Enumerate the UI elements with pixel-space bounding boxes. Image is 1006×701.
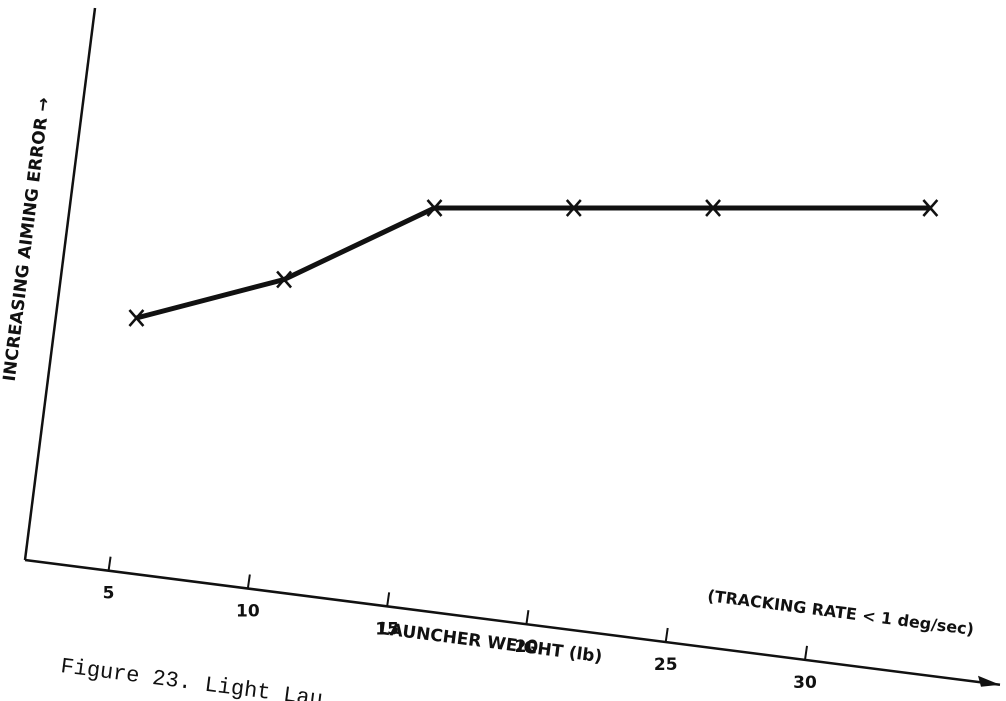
annotation: (TRACKING RATE < 1 deg/sec) bbox=[706, 586, 975, 639]
x-axis bbox=[24, 558, 1001, 687]
y-axis bbox=[23, 7, 97, 561]
point-marker bbox=[922, 199, 939, 217]
y-axis-label: INCREASING AIMING ERROR → bbox=[0, 96, 54, 382]
x-tick bbox=[386, 592, 391, 607]
x-tick bbox=[107, 556, 112, 571]
x-tick-label: 30 bbox=[793, 673, 817, 693]
point-marker bbox=[426, 199, 443, 217]
x-tick bbox=[246, 574, 251, 589]
marker-stroke bbox=[276, 270, 293, 289]
marker-stroke bbox=[565, 199, 582, 217]
x-tick-label: 20 bbox=[515, 637, 539, 657]
x-tick-label: 10 bbox=[236, 602, 260, 622]
x-tick-label: 5 bbox=[103, 584, 115, 604]
marker-stroke bbox=[426, 199, 443, 217]
point-marker bbox=[276, 270, 293, 289]
x-axis-arrow bbox=[978, 675, 1000, 687]
x-tick-label: 25 bbox=[654, 655, 678, 675]
point-marker bbox=[565, 199, 582, 217]
caption: Figure 23. Light Lau bbox=[59, 654, 324, 701]
marker-stroke bbox=[128, 309, 145, 327]
x-tick bbox=[525, 610, 530, 625]
point-marker bbox=[705, 199, 722, 217]
marker-stroke bbox=[705, 199, 722, 217]
marker-stroke bbox=[922, 199, 939, 217]
x-tick bbox=[804, 645, 808, 660]
line bbox=[135, 205, 931, 321]
point-marker bbox=[128, 309, 145, 327]
x-axis-label: LAUNCHER WEIGHT (lb) bbox=[378, 619, 603, 667]
x-tick bbox=[664, 627, 669, 643]
x-tick-label: 15 bbox=[375, 619, 399, 639]
